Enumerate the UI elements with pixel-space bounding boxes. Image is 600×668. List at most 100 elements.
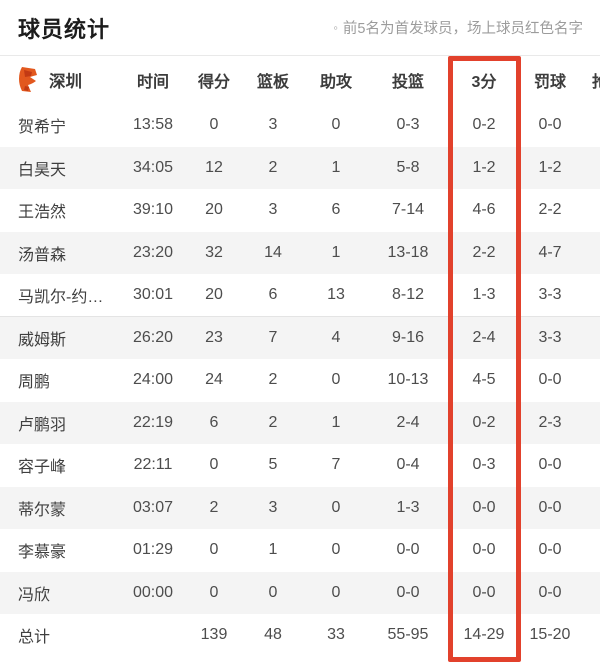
player-name: 周鹏 [18,374,51,392]
cell-ft: 2-3 [538,413,562,431]
player-name: 马凯尔-约… [18,289,104,306]
cell-time: 30:01 [132,286,174,303]
cell-stl [580,189,600,232]
cell-pts: 2 [209,498,219,516]
player-row[interactable]: 李慕豪 01:29 0 1 0 0-0 0-0 0-0 [0,529,600,572]
cell-fg: 8-12 [391,286,425,303]
cell-tp: 2-2 [472,243,496,261]
player-row[interactable]: 周鹏 24:00 24 2 0 10-13 4-5 0-0 [0,359,600,402]
cell-tp: 1-3 [472,286,496,303]
col-header-fg: 投篮 [391,74,424,91]
cell-pts: 0 [209,541,219,559]
cell-reb: 2 [268,158,278,176]
panel-header: 球员统计 ◦ 前5名为首发球员，场上球员红色名字 [0,0,600,56]
player-row[interactable]: 汤普森 23:20 32 14 1 13-18 2-2 4-7 [0,231,600,275]
cell-fg: 0-3 [396,116,420,134]
player-name: 卢鹏羽 [18,416,67,434]
cell-ft: 15-20 [529,626,571,644]
col-header-ft: 罚球 [533,74,566,91]
cell-pts: 20 [205,201,223,219]
cell-reb: 2 [268,371,278,389]
cell-stl [580,359,600,402]
cell-tp: 0-2 [472,116,496,134]
cell-pts: 23 [186,316,242,359]
cell-fg: 2-4 [396,413,420,431]
cell-time: 34:05 [132,158,174,176]
player-row[interactable]: 容子峰 22:11 0 5 7 0-4 0-3 0-0 [0,444,600,487]
player-row[interactable]: 冯欣 00:00 0 0 0 0-0 0-0 0-0 [0,571,600,614]
cell-ft: 0-0 [538,456,562,474]
cell-pts: 0 [209,116,219,134]
player-row[interactable]: 卢鹏羽 22:19 6 2 1 2-4 0-2 2-3 [0,401,600,445]
cell-ast: 0 [331,371,341,389]
cell-ast: 13 [327,286,345,303]
cell-stl [580,614,600,657]
cell-ast: 0 [331,541,341,559]
player-row[interactable]: 贺希宁 13:58 0 3 0 0-3 0-2 0-0 [0,104,600,147]
cell-ast: 6 [331,201,341,219]
cell-tp: 0-0 [472,541,496,559]
cell-reb: 1 [268,541,278,559]
cell-reb: 48 [264,626,282,644]
table-header-row: 深圳 时间 得分 篮板 助攻 投篮 3分 罚球 抢断 [0,56,600,104]
stats-table: 深圳 时间 得分 篮板 助攻 投篮 3分 罚球 抢断 贺希宁 13:58 0 3 0 0-… [0,56,600,657]
total-label: 总计 [18,629,51,647]
cell-pts: 6 [209,413,219,431]
cell-stl [580,147,600,190]
cell-time: 22:11 [133,456,173,474]
col-header-steals: 抢断 [591,74,600,91]
player-row[interactable]: 蒂尔蒙 03:07 2 3 0 1-3 0-0 0-0 [0,486,600,529]
cell-stl [580,402,600,445]
cell-stl [580,316,600,359]
cell-tp: 0-0 [472,583,496,601]
col-header-assists: 助攻 [319,74,352,91]
cell-pts: 20 [205,286,223,303]
cell-fg: 0-4 [396,456,420,474]
player-row[interactable]: 白昊天 34:05 12 2 1 5-8 1-2 1-2 [0,146,600,190]
player-name: 汤普森 [18,246,67,264]
team-logo-icon [19,67,37,92]
cell-pts: 0 [209,456,219,474]
cell-fg: 10-13 [387,371,429,389]
cell-reb: 14 [264,243,282,261]
cell-time: 26:20 [120,316,186,359]
cell-reb: 7 [242,316,304,359]
cell-fg: 5-8 [396,158,420,176]
cell-reb: 2 [268,413,278,431]
player-name: 白昊天 [18,161,67,179]
cell-ft: 0-0 [538,116,562,134]
player-row[interactable]: 马凯尔-约… 30:01 20 6 13 8-12 1-3 3-3 [0,274,600,317]
player-row[interactable]: 王浩然 39:10 20 3 6 7-14 4-6 2-2 [0,189,600,232]
cell-ast: 4 [304,316,368,359]
cell-fg: 55-95 [387,626,429,644]
cell-ft: 0-0 [538,541,562,559]
cell-pts: 12 [205,158,223,176]
cell-fg: 9-16 [368,316,448,359]
cell-ast: 1 [331,158,341,176]
cell-tp: 14-29 [463,626,505,644]
player-name: 王浩然 [18,204,67,222]
cell-ft: 1-2 [538,158,562,176]
cell-tp: 4-5 [472,371,496,389]
cell-time: 39:10 [132,201,174,219]
cell-fg: 0-0 [396,583,420,601]
player-name: 贺希宁 [18,119,67,137]
cell-stl [580,232,600,275]
cell-reb: 3 [268,201,278,219]
player-row[interactable]: 威姆斯 26:20 23 7 4 9-16 2-4 3-3 [0,316,600,359]
cell-ast: 1 [331,413,341,431]
player-name: 威姆斯 [0,316,120,359]
cell-ast: 0 [331,498,341,516]
cell-ast: 33 [327,626,345,644]
cell-ft: 0-0 [538,498,562,516]
cell-time: 23:20 [132,243,174,261]
col-header-3pt: 3分 [471,74,497,91]
stats-table-container: 深圳 时间 得分 篮板 助攻 投篮 3分 罚球 抢断 贺希宁 13:58 0 3 0 0-… [0,56,600,657]
cell-reb: 3 [268,498,278,516]
cell-ft: 4-7 [538,243,562,261]
cell-stl [580,104,600,147]
cell-tp: 1-2 [472,158,496,176]
cell-stl [580,274,600,317]
cell-time [120,614,186,657]
